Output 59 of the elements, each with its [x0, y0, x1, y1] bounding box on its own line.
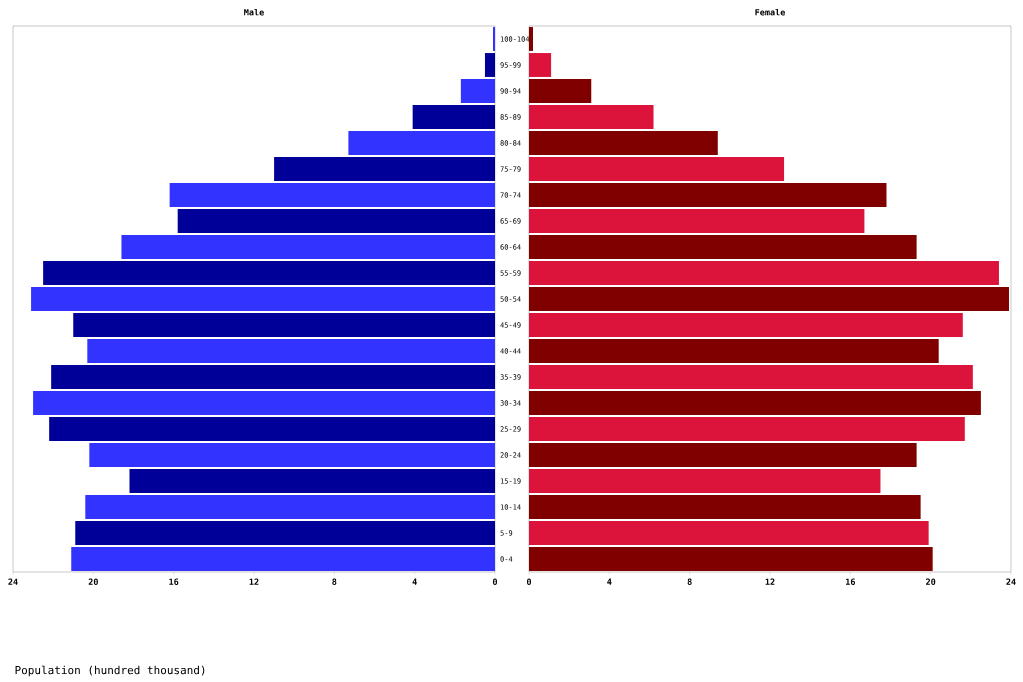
bar — [85, 495, 495, 519]
bar — [89, 443, 495, 467]
bar — [51, 365, 495, 389]
bar — [412, 105, 495, 129]
x-tick-label: 8 — [687, 578, 692, 585]
bar — [460, 79, 495, 103]
bar — [529, 157, 785, 181]
bar — [49, 417, 495, 441]
chart-title: Female — [755, 8, 785, 16]
bar — [75, 521, 495, 545]
x-axis-title: Population (hundred thousand) — [15, 665, 205, 677]
bar — [529, 339, 939, 363]
bar — [43, 261, 495, 285]
x-tick-label: 16 — [169, 578, 179, 585]
x-tick-label: 0 — [526, 578, 532, 585]
bar — [529, 235, 917, 259]
bar — [529, 209, 865, 233]
bar — [529, 287, 1009, 311]
x-tick-label: 24 — [1006, 578, 1016, 585]
bar — [529, 495, 921, 519]
bar — [529, 547, 933, 571]
bar — [73, 313, 495, 337]
x-tick-label: 20 — [88, 578, 98, 585]
bar — [348, 131, 495, 155]
bar — [492, 27, 495, 51]
bar — [529, 443, 917, 467]
bar — [529, 391, 981, 415]
x-tick-label: 4 — [607, 578, 612, 585]
x-tick-label: 16 — [846, 578, 855, 585]
bar — [529, 417, 965, 441]
x-tick-label: 0 — [492, 578, 498, 585]
bar — [529, 261, 999, 285]
bar — [31, 287, 495, 311]
bar — [529, 79, 592, 103]
x-tick-label: 12 — [765, 578, 775, 585]
x-tick-label: 4 — [412, 578, 417, 585]
bar — [529, 183, 887, 207]
bar — [529, 105, 654, 129]
bar — [274, 157, 495, 181]
bar — [529, 469, 881, 493]
bar — [71, 547, 495, 571]
x-tick-label: 12 — [249, 578, 259, 585]
x-tick-label: 20 — [926, 578, 936, 585]
bar — [33, 391, 495, 415]
bar — [529, 53, 552, 77]
bar — [177, 209, 495, 233]
bar — [87, 339, 495, 363]
bar — [129, 469, 495, 493]
bar — [169, 183, 495, 207]
bar — [529, 27, 534, 51]
bar — [529, 131, 718, 155]
bar — [529, 365, 973, 389]
bar — [529, 313, 963, 337]
bar — [121, 235, 495, 259]
x-tick-label: 24 — [8, 578, 18, 585]
x-tick-label: 8 — [332, 578, 337, 585]
bar — [529, 521, 929, 545]
chart-title: Male — [244, 8, 264, 16]
bar — [484, 53, 495, 77]
